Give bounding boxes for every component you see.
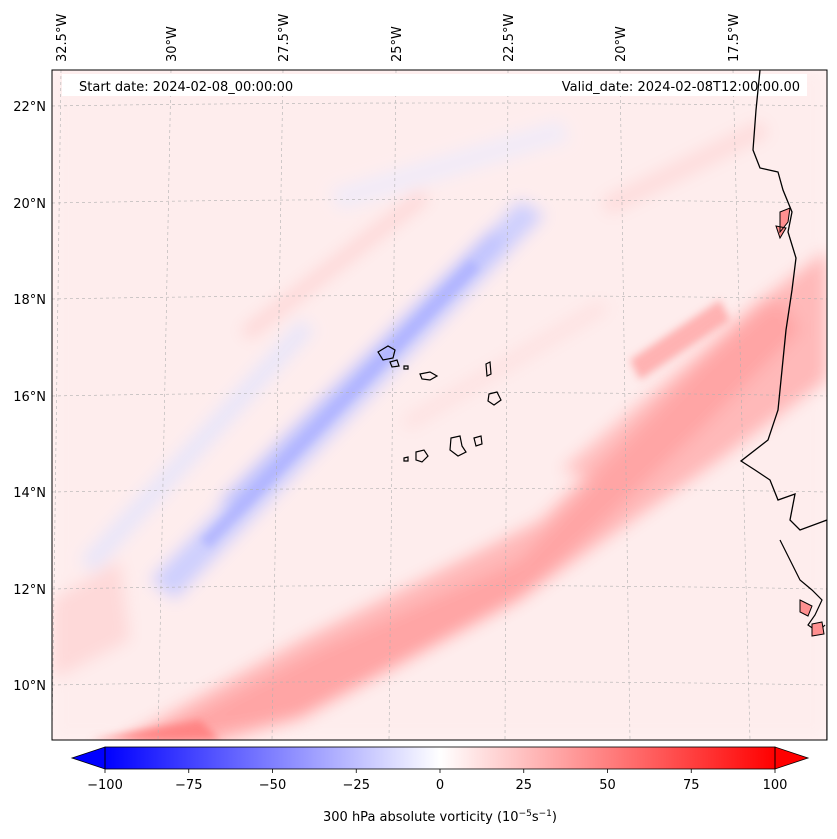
colorbar-label: 300 hPa absolute vorticity (10−5s−1) [323, 809, 557, 825]
lon-label-27-5w: 27.5°W [277, 14, 292, 62]
colorbar-max-extend [774, 746, 810, 770]
lon-label-30w: 30°W [165, 26, 180, 62]
map-frame [51, 69, 828, 741]
colorbar-tick-label: 25 [515, 778, 532, 793]
lat-label-12n: 12°N [13, 583, 46, 598]
colorbar-tick-label: 100 [763, 778, 788, 793]
colorbar-tick-label: −100 [87, 778, 123, 793]
africa-coastline [739, 70, 827, 740]
vorticity-field [52, 70, 827, 740]
colorbar: −100 −75 −50 −25 0 25 50 75 100 300 hPa absolute… [70, 746, 810, 825]
colorbar-tick-label: 50 [599, 778, 616, 793]
start-date-label: Start date: 2024-02-08_00:00:00 [79, 80, 293, 95]
cape-verde-islands [377, 345, 502, 463]
colorbar-tick-label: −25 [343, 778, 370, 793]
colorbar-tick-label: 75 [683, 778, 700, 793]
lat-label-16n: 16°N [13, 390, 46, 405]
colorbar-min-extend [70, 746, 106, 770]
lat-label-18n: 18°N [13, 293, 46, 308]
lat-label-14n: 14°N [13, 486, 46, 501]
lon-label-17-5w: 17.5°W [727, 14, 742, 62]
colorbar-tick-label: −75 [175, 778, 202, 793]
lon-label-25w: 25°W [390, 26, 405, 62]
lon-label-22-5w: 22.5°W [502, 14, 517, 62]
header-box [62, 74, 807, 96]
latitude-labels: 22°N 20°N 18°N 16°N 14°N 12°N 10°N [13, 100, 46, 694]
valid-date-label: Valid_date: 2024-02-08T12:00:00.00 [562, 80, 800, 95]
longitude-labels: 32.5°W 30°W 27.5°W 25°W 22.5°W 20°W 17.5… [55, 14, 742, 62]
colorbar-tick-label: −50 [259, 778, 286, 793]
colorbar-ticks: −100 −75 −50 −25 0 25 50 75 100 [87, 769, 787, 793]
lon-label-20w: 20°W [614, 26, 629, 62]
colorbar-tick-label: 0 [436, 778, 444, 793]
lat-label-10n: 10°N [13, 679, 46, 694]
lat-label-22n: 22°N [13, 100, 46, 115]
gridlines [52, 70, 827, 740]
colorbar-gradient [105, 747, 775, 769]
lon-label-32-5w: 32.5°W [55, 14, 70, 62]
lat-label-20n: 20°N [13, 197, 46, 212]
